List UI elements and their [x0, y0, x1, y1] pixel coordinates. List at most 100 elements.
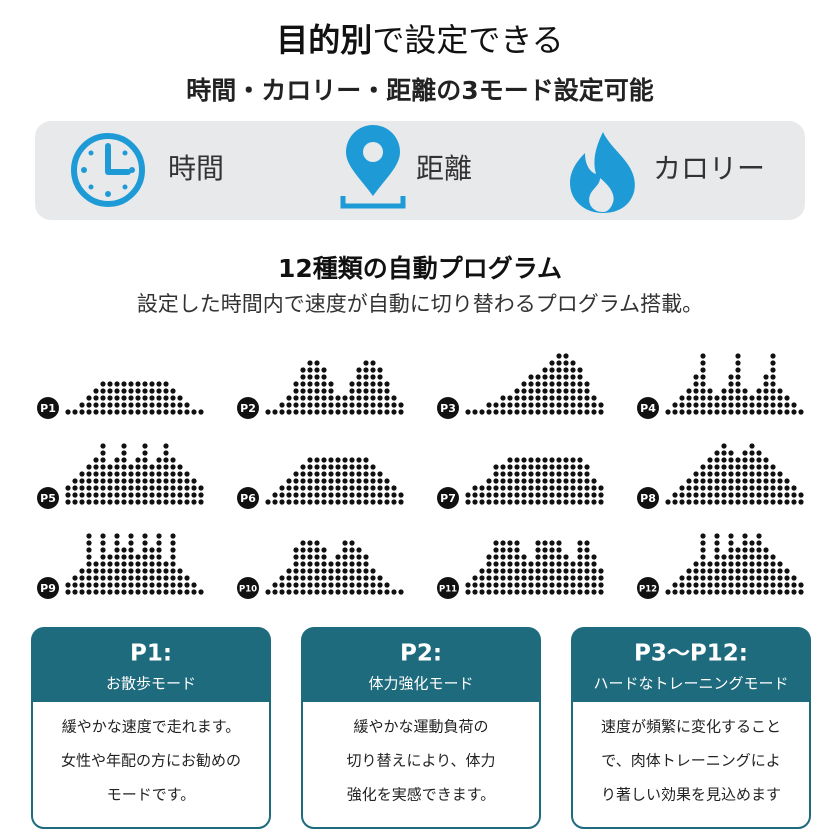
program-dot	[170, 533, 176, 539]
program-dot	[777, 471, 783, 477]
program-dot	[142, 464, 148, 470]
program-dot	[293, 395, 299, 401]
program-dot	[349, 568, 355, 574]
program-dot	[279, 492, 285, 498]
program-dot	[286, 589, 292, 595]
program-dot	[584, 485, 590, 491]
program-dot	[486, 402, 492, 408]
program-dot	[356, 547, 362, 553]
program-dot	[700, 485, 706, 491]
program-dot	[570, 568, 576, 574]
program-dot	[307, 582, 313, 588]
program-dot	[549, 471, 555, 477]
program-dot	[735, 554, 741, 560]
program-dot	[700, 471, 706, 477]
program-dot	[286, 409, 292, 415]
program-dot	[293, 485, 299, 491]
program-dot	[591, 589, 597, 595]
program-dot	[149, 568, 155, 574]
program-dot	[177, 582, 183, 588]
program-dot	[163, 464, 169, 470]
program-dot	[86, 464, 92, 470]
program-dot	[500, 471, 506, 477]
program-dot	[370, 402, 376, 408]
program-dot	[356, 457, 362, 463]
program-dot	[479, 582, 485, 588]
program-dot	[770, 589, 776, 595]
program-dot	[714, 402, 720, 408]
program-dot	[598, 575, 604, 581]
program-dot	[735, 395, 741, 401]
program-dot	[777, 499, 783, 505]
program-dot	[293, 575, 299, 581]
program-dot	[521, 464, 527, 470]
program-dot	[384, 388, 390, 394]
program-dot	[328, 582, 334, 588]
program-dot	[598, 499, 604, 505]
program-dot	[156, 561, 162, 567]
program-dot	[721, 450, 727, 456]
program-dot	[535, 589, 541, 595]
program-dot	[156, 582, 162, 588]
program-dot	[542, 471, 548, 477]
program-dot	[514, 561, 520, 567]
program-dot	[486, 561, 492, 567]
card-header	[302, 628, 540, 702]
program-dot	[749, 589, 755, 595]
program-dot	[528, 575, 534, 581]
program-dot	[335, 582, 341, 588]
card-line: 緩やかな運動負荷の	[353, 718, 488, 736]
program-dot	[528, 457, 534, 463]
program-dot	[184, 575, 190, 581]
program-dot	[356, 499, 362, 505]
program-dot	[584, 582, 590, 588]
program-dot	[279, 485, 285, 491]
program-dot	[342, 395, 348, 401]
program-dot	[142, 582, 148, 588]
program-dot	[521, 478, 527, 484]
program-dot	[700, 561, 706, 567]
program-dot	[749, 409, 755, 415]
program-dot	[391, 589, 397, 595]
program-dot	[577, 499, 583, 505]
program-dot	[584, 540, 590, 546]
program-dot	[721, 478, 727, 484]
program-dot	[535, 582, 541, 588]
program-dot	[749, 395, 755, 401]
program-dot	[742, 554, 748, 560]
card-line: で、肉体トレーニングによ	[601, 752, 780, 770]
program-dot	[300, 568, 306, 574]
program-dot	[521, 575, 527, 581]
program-dot	[107, 492, 113, 498]
program-dot	[328, 561, 334, 567]
program-label: P5	[40, 492, 56, 505]
program-dot	[163, 499, 169, 505]
program-dot	[735, 402, 741, 408]
program-dot	[584, 409, 590, 415]
program-dot	[735, 561, 741, 567]
program-dot	[384, 381, 390, 387]
program-dot	[363, 554, 369, 560]
program-dot	[465, 409, 471, 415]
program-dot	[121, 478, 127, 484]
program-dot	[307, 457, 313, 463]
program-dot	[756, 450, 762, 456]
program-dot	[577, 374, 583, 380]
program-dot	[93, 568, 99, 574]
program-dot	[728, 395, 734, 401]
program-dot	[542, 381, 548, 387]
program-dot	[377, 589, 383, 595]
program-dot	[156, 533, 162, 539]
program-dot	[521, 485, 527, 491]
program-dot	[363, 478, 369, 484]
program-dot	[370, 499, 376, 505]
program-dot	[763, 409, 769, 415]
program-dot	[570, 374, 576, 380]
program-dot	[307, 499, 313, 505]
program-dot	[514, 464, 520, 470]
program-dot	[100, 561, 106, 567]
program-dot	[693, 582, 699, 588]
program-dot	[521, 582, 527, 588]
program-dot	[672, 499, 678, 505]
pin-icon	[340, 125, 406, 209]
